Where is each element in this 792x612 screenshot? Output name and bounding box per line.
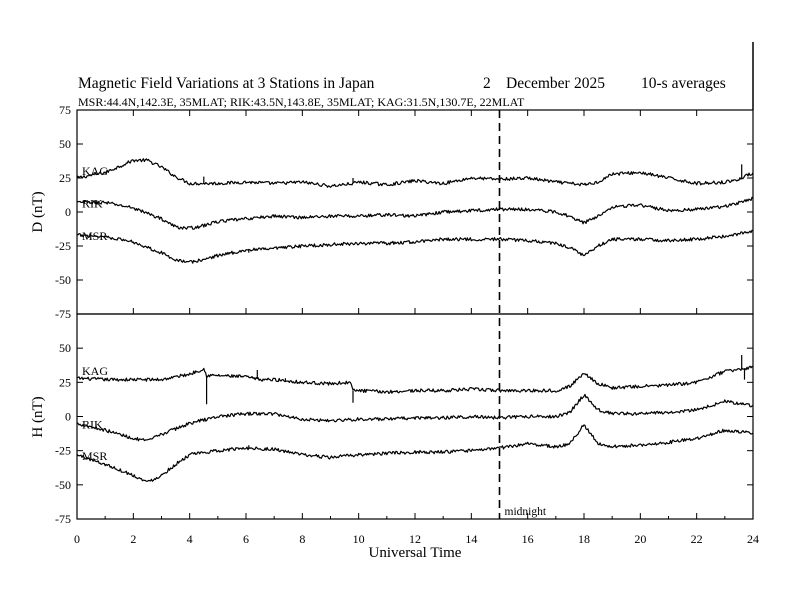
h-y-tick-label: -75 — [55, 512, 71, 526]
d-series-msr-line — [76, 229, 754, 264]
h-y-tick-label: 50 — [59, 341, 71, 355]
h-y-tick-label: 25 — [59, 375, 71, 389]
h-panel-frame — [76, 313, 754, 520]
h-series-rik-line — [76, 393, 754, 442]
x-tick-label: 4 — [187, 532, 193, 546]
d-panel: 75 50 25 0 -25 -50 -75 KAG RIK MSR D (nT) — [30, 103, 754, 321]
d-y-tick-label: 25 — [59, 171, 71, 185]
x-axis: 0 2 4 6 8 10 12 14 16 18 20 22 24 — [74, 110, 759, 546]
x-tick-label: 16 — [522, 532, 534, 546]
h-series-kag-line — [76, 355, 754, 405]
station-coordinates-subtitle: MSR:44.4N,142.3E, 35MLAT; RIK:43.5N,143.… — [78, 95, 525, 109]
d-y-tick-label: -50 — [55, 273, 71, 287]
d-series-group: KAG RIK MSR — [76, 158, 754, 264]
h-series-msr-line — [76, 424, 754, 482]
h-panel: 50 25 0 -25 -50 -75 KAG RIK MSR H (nT) — [30, 313, 754, 526]
x-tick-label: 10 — [353, 532, 365, 546]
x-axis-label: Universal Time — [369, 545, 462, 561]
x-tick-label: 14 — [465, 532, 477, 546]
d-y-tick-label: 50 — [59, 137, 71, 151]
d-series-kag-line — [76, 158, 754, 188]
h-station-label-kag: KAG — [82, 364, 108, 378]
x-tick-label: 0 — [74, 532, 80, 546]
x-tick-label: 12 — [409, 532, 421, 546]
x-tick-label: 8 — [299, 532, 305, 546]
x-tick-label: 18 — [578, 532, 590, 546]
d-y-ticks: 75 50 25 0 -25 -50 -75 — [55, 103, 753, 321]
d-y-axis-label: D (nT) — [30, 191, 46, 232]
h-y-ticks: 50 25 0 -25 -50 -75 — [55, 341, 753, 526]
x-tick-label: 6 — [243, 532, 249, 546]
title-month: December — [506, 75, 571, 92]
title-year: 2025 — [574, 75, 605, 92]
x-tick-label: 24 — [747, 532, 759, 546]
h-station-label-msr: MSR — [82, 449, 107, 463]
x-tick-label: 20 — [634, 532, 646, 546]
d-y-tick-label: -25 — [55, 239, 71, 253]
title-day: 2 — [483, 75, 491, 92]
d-y-tick-label: -75 — [55, 307, 71, 321]
chart-title: Magnetic Field Variations at 3 Stations … — [78, 75, 375, 92]
d-station-label-msr: MSR — [82, 229, 107, 243]
h-y-axis-label: H (nT) — [30, 396, 46, 437]
x-tick-label: 22 — [691, 532, 703, 546]
d-y-tick-label: 75 — [59, 103, 71, 117]
d-y-tick-label: 0 — [65, 205, 71, 219]
d-station-label-kag: KAG — [82, 164, 108, 178]
h-station-label-rik: RIK — [82, 417, 103, 431]
d-series-rik-line — [76, 196, 754, 230]
h-y-tick-label: -25 — [55, 444, 71, 458]
midnight-label: midnight — [505, 506, 547, 518]
d-station-label-rik: RIK — [82, 196, 103, 210]
title-averaging: 10-s averages — [641, 75, 726, 92]
h-y-tick-label: 0 — [65, 410, 71, 424]
d-panel-frame — [76, 109, 754, 315]
h-y-tick-label: -50 — [55, 478, 71, 492]
h-series-group: KAG RIK MSR — [76, 355, 754, 482]
x-tick-label: 2 — [130, 532, 136, 546]
